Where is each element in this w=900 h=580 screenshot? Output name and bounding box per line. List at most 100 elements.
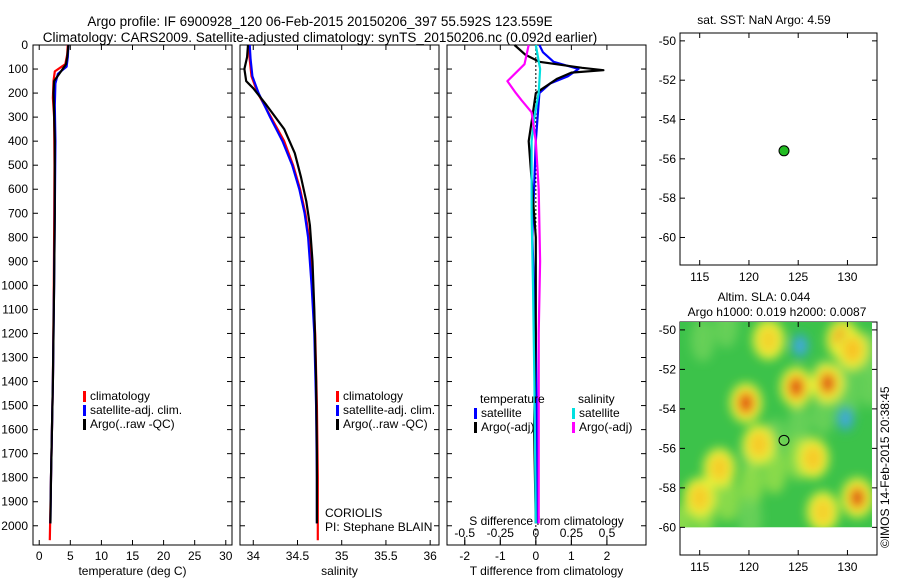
sst_map-xtick-label: 125	[788, 270, 808, 284]
salinity-xtick-label: 35	[335, 549, 349, 563]
difference-series-s-satellite	[530, 44, 542, 524]
heatmap-blob-peak	[851, 488, 864, 507]
diff-legend-title: salinity	[578, 392, 615, 406]
heatmap-blob-negative	[840, 411, 851, 426]
difference-axes	[446, 44, 647, 546]
temperature-legend-label: satellite-adj. clim.	[90, 403, 182, 417]
diff-legend-label: Argo(-adj)	[579, 420, 632, 434]
sst_map-xtick-label: 120	[739, 270, 759, 284]
pressure-tick-label: 1900	[1, 495, 28, 509]
difference-xlabel: T difference from climatology	[470, 564, 624, 578]
heatmap-blob-positive	[748, 431, 769, 458]
salinity-axes	[239, 44, 440, 546]
pressure-tick-label: 200	[8, 86, 28, 100]
diff-legend-swatch	[572, 408, 575, 419]
salinity-legend-swatch	[336, 405, 339, 416]
pressure-tick-label: 0	[21, 38, 28, 52]
pressure-tick-label: 800	[8, 230, 28, 244]
sla_map-heatmap	[680, 322, 873, 528]
pressure-tick-label: 1300	[1, 351, 28, 365]
pressure-tick-label: 300	[8, 110, 28, 124]
diff-legend-label: satellite	[579, 406, 620, 420]
heatmap-blob-peak	[821, 374, 834, 393]
salinity-legend-swatch	[336, 391, 339, 402]
temperature-axes	[32, 44, 233, 546]
header-line-1: Argo profile: IF 6900928_120 06-Feb-2015…	[87, 14, 553, 29]
difference-xtick-label: -2	[459, 549, 470, 563]
sla_map-xtick-label: 120	[739, 560, 759, 574]
sdiff-tick-label: 0	[532, 526, 539, 540]
sdiff-tick-label: -0.25	[487, 526, 515, 540]
sla-title: Altim. SLA: 0.044	[718, 290, 811, 304]
sla_map-ytick-label: -52	[659, 362, 677, 376]
pressure-tick-label: 400	[8, 134, 28, 148]
sst_map-ytick-label: -50	[659, 34, 677, 48]
diff-legend-swatch	[474, 422, 477, 433]
sla_map-argo-location	[778, 434, 790, 446]
sla_map-ytick-label: -54	[659, 402, 677, 416]
difference-xtick-label: 0	[532, 549, 539, 563]
sdiff-tick-label: 0.5	[599, 526, 616, 540]
difference-xtick-label: 1	[568, 549, 575, 563]
temperature-legend-label: climatology	[90, 389, 150, 403]
salinity-xtick-label: 34.5	[286, 549, 310, 563]
sst_map-ytick-label: -58	[659, 191, 677, 205]
pressure-tick-label: 1800	[1, 471, 28, 485]
salinity-legend-swatch	[336, 419, 339, 430]
diff-legend-swatch	[474, 408, 477, 419]
temperature-legend-swatch	[83, 405, 86, 416]
annotation-line: CORIOLIS	[325, 506, 382, 520]
sst_map-argo-location	[778, 145, 790, 157]
heatmap-blob-peak	[739, 393, 752, 412]
salinity-legend-label: Argo(..raw -QC)	[343, 417, 428, 431]
watermark: ©IMOS 14-Feb-2015 20:38:45	[878, 386, 892, 548]
temperature-legend-swatch	[83, 391, 86, 402]
temperature-xlabel: temperature (deg C)	[78, 564, 186, 578]
heatmap-blob-positive	[802, 445, 823, 472]
sdiff-tick-label: -0.5	[454, 526, 475, 540]
sla_map-xtick-label: 115	[690, 560, 709, 574]
pressure-tick-label: 1100	[2, 302, 28, 316]
salinity-series-argo-raw-qc-	[243, 44, 318, 524]
heatmap-field	[680, 322, 873, 528]
temperature-xtick-label: 5	[67, 549, 74, 563]
sst_map-ytick-label: -56	[659, 152, 677, 166]
diff-legend-label: Argo(-adj)	[481, 420, 534, 434]
sst_map-ytick-label: -52	[659, 73, 677, 87]
heatmap-texture	[787, 404, 812, 449]
sla_map-ytick-label: -56	[659, 441, 677, 455]
pressure-tick-label: 100	[8, 62, 28, 76]
pressure-tick-label: 500	[8, 158, 28, 172]
pressure-tick-label: 1500	[1, 399, 28, 413]
difference-xtick-label: -1	[495, 549, 506, 563]
pressure-tick-label: 2000	[1, 519, 28, 533]
diff-legend-title: temperature	[480, 392, 545, 406]
heatmap-texture	[738, 463, 763, 508]
heatmap-blob-positive	[689, 484, 710, 511]
sst_map-xtick-label: 115	[690, 270, 709, 284]
heatmap-blob-peak	[790, 378, 803, 397]
pressure-tick-label: 600	[8, 182, 28, 196]
heatmap-texture	[690, 322, 715, 362]
sla_map-xtick-label: 130	[837, 560, 857, 574]
salinity-xlabel: salinity	[321, 564, 358, 578]
temperature-xtick-label: 15	[126, 549, 140, 563]
pressure-tick-label: 1400	[1, 375, 28, 389]
sdiff-tick-label: 0.25	[560, 526, 584, 540]
temperature-xtick-label: 30	[219, 549, 233, 563]
sla_map-ytick-label: -50	[659, 323, 677, 337]
temperature-legend-swatch	[83, 419, 86, 430]
salinity-legend-label: climatology	[343, 389, 403, 403]
pressure-tick-label: 1700	[1, 447, 28, 461]
sla_map-xtick-label: 125	[788, 560, 808, 574]
pressure-tick-label: 900	[8, 254, 28, 268]
sdiff-xlabel: S difference from climatology	[469, 514, 624, 528]
pressure-tick-label: 1200	[1, 326, 28, 340]
temperature-xtick-label: 20	[157, 549, 171, 563]
pressure-tick-label: 1000	[1, 278, 28, 292]
sst_map-ytick-label: -54	[659, 113, 677, 127]
header-line-2: Climatology: CARS2009. Satellite-adjuste…	[42, 30, 598, 45]
salinity-legend-label: satellite-adj. clim.	[343, 403, 435, 417]
pressure-tick-label: 1600	[1, 423, 28, 437]
pressure-tick-label: 700	[8, 206, 28, 220]
